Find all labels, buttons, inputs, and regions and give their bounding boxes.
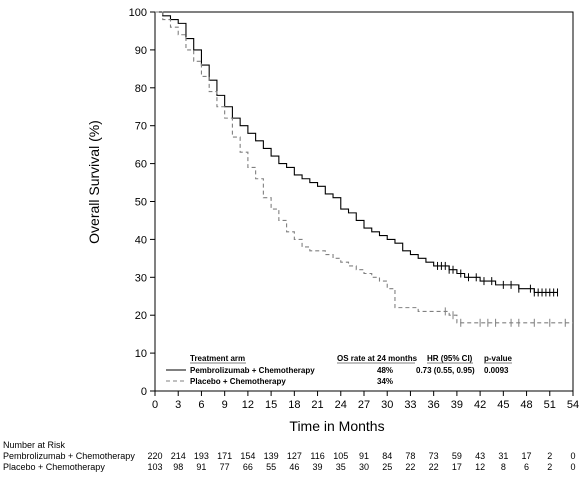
legend-os-placebo: 34% [377,377,393,386]
risk-value: 46 [289,462,299,472]
y-tick-label: 40 [135,234,147,246]
risk-value: 193 [194,451,209,461]
series-line-placebo [155,11,573,324]
risk-value: 31 [498,451,508,461]
risk-value: 103 [147,462,162,472]
legend-header: Treatment arm [190,354,245,363]
x-tick-label: 45 [497,399,509,411]
x-axis: 0 3 6 9 12 15 18 21 24 27 30 33 36 39 42 45 48 51 54 [152,391,579,411]
legend: Treatment arm OS rate at 24 months HR (9… [166,354,513,386]
risk-value: 25 [382,462,392,472]
x-tick-label: 18 [288,399,300,411]
risk-value: 2 [547,462,552,472]
risk-value: 98 [173,462,183,472]
risk-value: 91 [196,462,206,472]
x-tick-label: 27 [358,399,370,411]
risk-value: 66 [243,462,253,472]
risk-value: 17 [452,462,462,472]
risk-value: 2 [547,451,552,461]
x-tick-label: 15 [265,399,277,411]
risk-value: 78 [405,451,415,461]
y-tick-label: 90 [135,45,147,57]
x-tick-label: 36 [428,399,440,411]
risk-label-pembrolizumab: Pembrolizumab + Chemotherapy [3,451,135,461]
legend-col-p: p-value [484,354,513,363]
x-tick-label: 39 [451,399,463,411]
risk-value: 35 [336,462,346,472]
risk-value: 12 [475,462,485,472]
risk-value: 39 [313,462,323,472]
y-axis: 0 10 20 30 40 50 60 70 80 90 100 [129,7,155,398]
number-at-risk: Number at Risk Pembrolizumab + Chemother… [3,440,576,472]
legend-col-os-rate: OS rate at 24 months [337,354,418,363]
risk-values: 220 214 193 171 154 139 127 116 105 91 84 78 73 59 43 3… [147,451,575,472]
x-tick-label: 0 [152,399,158,411]
x-tick-label: 30 [381,399,393,411]
risk-value: 154 [240,451,255,461]
y-tick-label: 60 [135,159,147,171]
risk-value: 105 [333,451,348,461]
risk-value: 116 [310,451,324,461]
y-tick-label: 20 [135,310,147,322]
risk-value: 127 [287,451,302,461]
risk-value: 139 [264,451,279,461]
series-line-pembrolizumab [155,11,558,294]
legend-label-placebo: Placebo + Chemotherapy [190,377,286,386]
risk-value: 0 [570,451,575,461]
risk-value: 17 [522,451,532,461]
x-tick-label: 12 [242,399,254,411]
y-tick-label: 80 [135,83,147,95]
risk-value: 30 [359,462,369,472]
y-tick-label: 0 [141,386,147,398]
risk-value: 171 [217,451,232,461]
x-tick-label: 24 [335,399,347,411]
legend-hr-pembrolizumab: 0.73 (0.55, 0.95) [416,366,475,375]
x-tick-label: 51 [544,399,556,411]
y-tick-label: 10 [135,348,147,360]
risk-value: 22 [405,462,415,472]
y-tick-label: 70 [135,121,147,133]
x-tick-label: 33 [404,399,416,411]
risk-value: 6 [524,462,529,472]
risk-value: 77 [220,462,230,472]
legend-p-pembrolizumab: 0.0093 [484,366,509,375]
risk-value: 22 [429,462,439,472]
risk-value: 214 [171,451,186,461]
legend-label-pembrolizumab: Pembrolizumab + Chemotherapy [190,366,315,375]
legend-col-hr: HR (95% CI) [427,354,473,363]
risk-value: 0 [570,462,575,472]
risk-value: 220 [147,451,162,461]
x-tick-label: 21 [311,399,323,411]
legend-os-pembrolizumab: 48% [377,366,393,375]
x-tick-label: 6 [198,399,204,411]
x-tick-label: 48 [520,399,532,411]
risk-value: 55 [266,462,276,472]
y-tick-label: 100 [129,7,147,19]
risk-value: 73 [429,451,439,461]
y-axis-title: Overall Survival (%) [86,120,102,244]
x-axis-title: Time in Months [289,418,384,434]
series-layer [155,11,573,327]
plot-frame [154,11,574,392]
y-tick-label: 30 [135,272,147,284]
risk-value: 84 [382,451,392,461]
x-tick-label: 9 [222,399,228,411]
x-tick-label: 42 [474,399,486,411]
risk-value: 8 [501,462,506,472]
risk-value: 91 [359,451,369,461]
x-tick-label: 3 [175,399,181,411]
risk-value: 43 [475,451,485,461]
risk-label-placebo: Placebo + Chemotherapy [3,462,105,472]
risk-title: Number at Risk [3,440,66,450]
x-tick-label: 54 [567,399,579,411]
y-tick-label: 50 [135,197,147,209]
risk-value: 59 [452,451,462,461]
